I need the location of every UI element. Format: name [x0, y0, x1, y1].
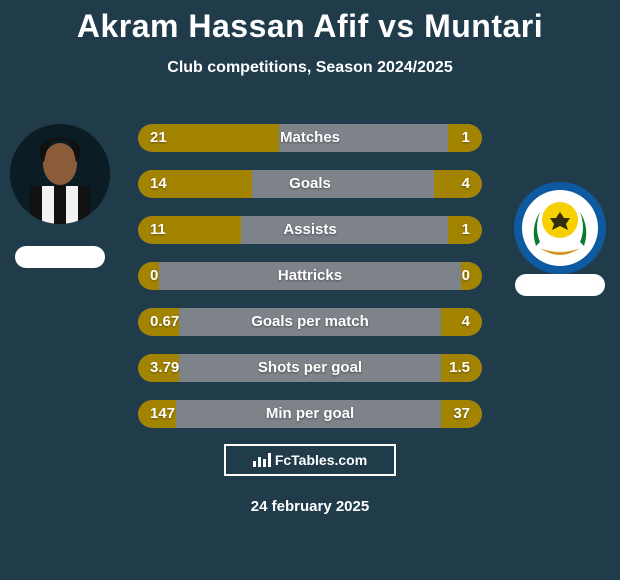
stat-label: Assists: [138, 216, 482, 244]
stat-row-matches: 21 Matches 1: [138, 124, 482, 152]
stat-label: Goals: [138, 170, 482, 198]
footer-date: 24 february 2025: [0, 498, 620, 515]
stats-bars: 21 Matches 1 14 Goals 4 11 Assists 1 0 H…: [138, 124, 482, 446]
stat-label: Min per goal: [138, 400, 482, 428]
stat-label: Goals per match: [138, 308, 482, 336]
player-left-headshot-svg: [10, 124, 110, 224]
stat-right-value: 4: [462, 170, 470, 198]
stat-row-goals: 14 Goals 4: [138, 170, 482, 198]
player-left-block: [10, 124, 110, 274]
stat-right-value: 0: [462, 262, 470, 290]
player-right-block: [510, 178, 610, 328]
page-subtitle: Club competitions, Season 2024/2025: [0, 59, 620, 77]
stat-row-hattricks: 0 Hattricks 0: [138, 262, 482, 290]
stat-row-assists: 11 Assists 1: [138, 216, 482, 244]
stat-row-min-per-goal: 147 Min per goal 37: [138, 400, 482, 428]
stat-right-value: 37: [453, 400, 470, 428]
brand-text: FcTables.com: [275, 452, 367, 468]
stat-row-shots-per-goal: 3.79 Shots per goal 1.5: [138, 354, 482, 382]
player-right-crest: [510, 178, 610, 278]
stat-label: Shots per goal: [138, 354, 482, 382]
stat-label: Hattricks: [138, 262, 482, 290]
player-left-headshot: [10, 124, 110, 224]
brand-chart-icon: [253, 453, 271, 467]
stat-right-value: 1: [462, 216, 470, 244]
stat-label: Matches: [138, 124, 482, 152]
stat-right-value: 1.5: [449, 354, 470, 382]
page-title: Akram Hassan Afif vs Muntari: [0, 0, 620, 45]
stat-right-value: 1: [462, 124, 470, 152]
stat-right-value: 4: [462, 308, 470, 336]
stat-row-goals-per-match: 0.67 Goals per match 4: [138, 308, 482, 336]
brand-logo-box: FcTables.com: [224, 444, 396, 476]
player-left-name-pill: [15, 246, 105, 268]
player-right-crest-svg: [510, 178, 610, 278]
